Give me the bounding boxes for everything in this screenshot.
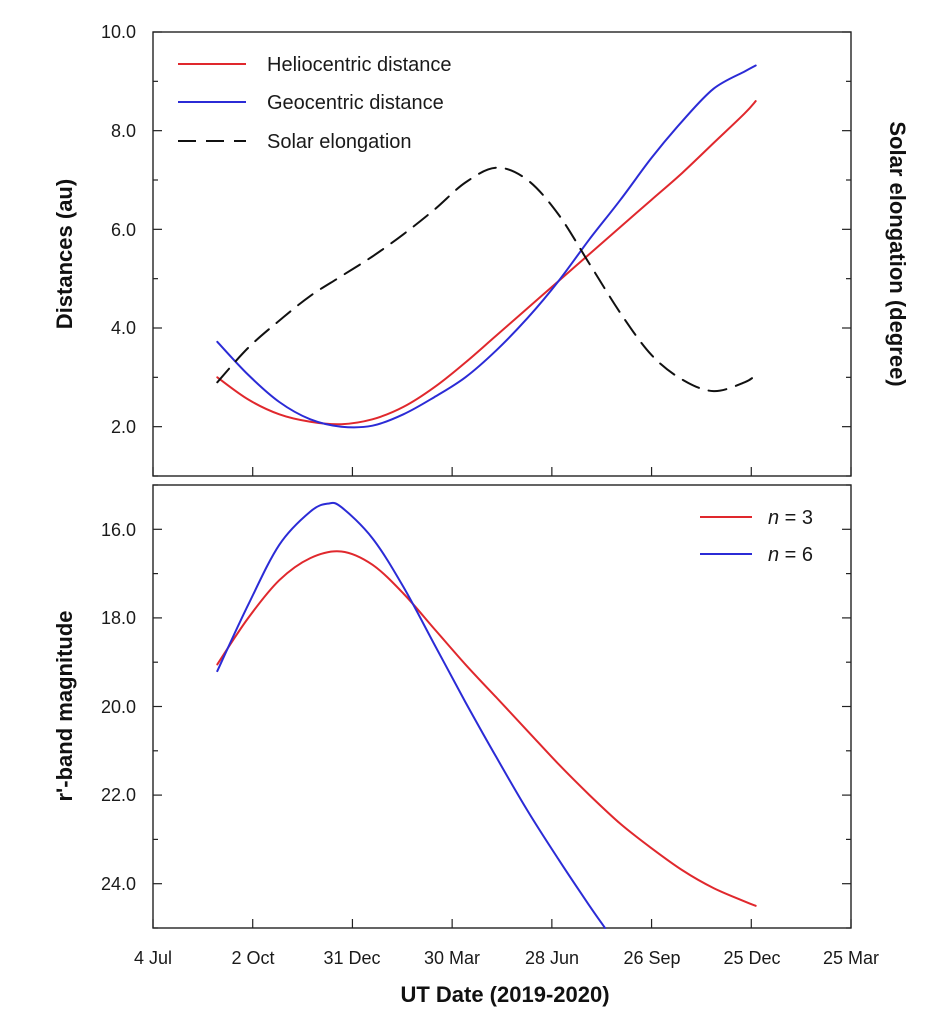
x-tick-label: 4 Jul bbox=[134, 948, 172, 968]
y-tick-label: 20.0 bbox=[101, 697, 136, 717]
legend-label: n = 6 bbox=[768, 544, 813, 566]
magnitude-panel: 16.0 18.0 20.0 22.0 24.0 4 Jul 2 Oct 31 … bbox=[52, 484, 879, 1007]
y-tick-label: 4.0 bbox=[111, 318, 136, 338]
series-line bbox=[216, 100, 757, 426]
y-tick-label: 16.0 bbox=[101, 520, 136, 540]
legend-label: Heliocentric distance bbox=[267, 54, 452, 76]
date-x-axis-title: UT Date (2019-2020) bbox=[400, 982, 609, 1007]
distances-panel: 2.0 4.0 6.0 8.0 10.0 Distances (au) Sola… bbox=[52, 22, 910, 477]
y-tick-label: 22.0 bbox=[101, 785, 136, 805]
series-line bbox=[216, 501, 606, 929]
y-tick-label: 18.0 bbox=[101, 608, 136, 628]
x-tick-label: 2 Oct bbox=[231, 948, 274, 968]
magnitude-plot-frame bbox=[152, 484, 852, 929]
legend-label-rest: = 3 bbox=[779, 507, 813, 529]
legend-label-rest: = 6 bbox=[779, 544, 813, 566]
y-tick-label: 8.0 bbox=[111, 121, 136, 141]
y-tick-label: 24.0 bbox=[101, 874, 136, 894]
magnitude-legend: n = 3 n = 6 bbox=[700, 507, 813, 566]
x-tick-label: 31 Dec bbox=[323, 948, 380, 968]
distances-y-tick-labels: 2.0 4.0 6.0 8.0 10.0 bbox=[101, 22, 136, 437]
x-tick-label: 28 Jun bbox=[525, 948, 579, 968]
legend-label-italic: n bbox=[768, 507, 779, 529]
distances-plot-frame bbox=[152, 31, 852, 477]
series-line bbox=[216, 166, 757, 393]
legend-label: Solar elongation bbox=[267, 131, 412, 153]
distances-legend: Heliocentric distance Geocentric distanc… bbox=[178, 54, 452, 153]
y-tick-label: 6.0 bbox=[111, 220, 136, 240]
magnitude-ticks bbox=[152, 484, 852, 929]
y-tick-label: 10.0 bbox=[101, 22, 136, 42]
distances-ticks bbox=[152, 31, 852, 477]
x-tick-label: 25 Dec bbox=[723, 948, 780, 968]
legend-label-italic: n bbox=[768, 544, 779, 566]
distances-series bbox=[216, 64, 757, 429]
solar-elongation-y-axis-title: Solar elongation (degree) bbox=[885, 121, 910, 386]
x-tick-label: 26 Sep bbox=[623, 948, 680, 968]
legend-label: Geocentric distance bbox=[267, 92, 444, 114]
y-tick-label: 2.0 bbox=[111, 417, 136, 437]
distances-y-axis-title: Distances (au) bbox=[52, 179, 77, 329]
magnitude-y-tick-labels: 16.0 18.0 20.0 22.0 24.0 bbox=[101, 520, 136, 894]
x-tick-label: 25 Mar bbox=[823, 948, 879, 968]
magnitude-series bbox=[216, 501, 757, 929]
date-tick-labels: 4 Jul 2 Oct 31 Dec 30 Mar 28 Jun 26 Sep … bbox=[134, 948, 879, 968]
x-tick-label: 30 Mar bbox=[424, 948, 480, 968]
series-line bbox=[216, 64, 757, 429]
series-line bbox=[216, 550, 757, 907]
magnitude-y-axis-title: r'-band magnitude bbox=[52, 610, 77, 801]
legend-label: n = 3 bbox=[768, 507, 813, 529]
